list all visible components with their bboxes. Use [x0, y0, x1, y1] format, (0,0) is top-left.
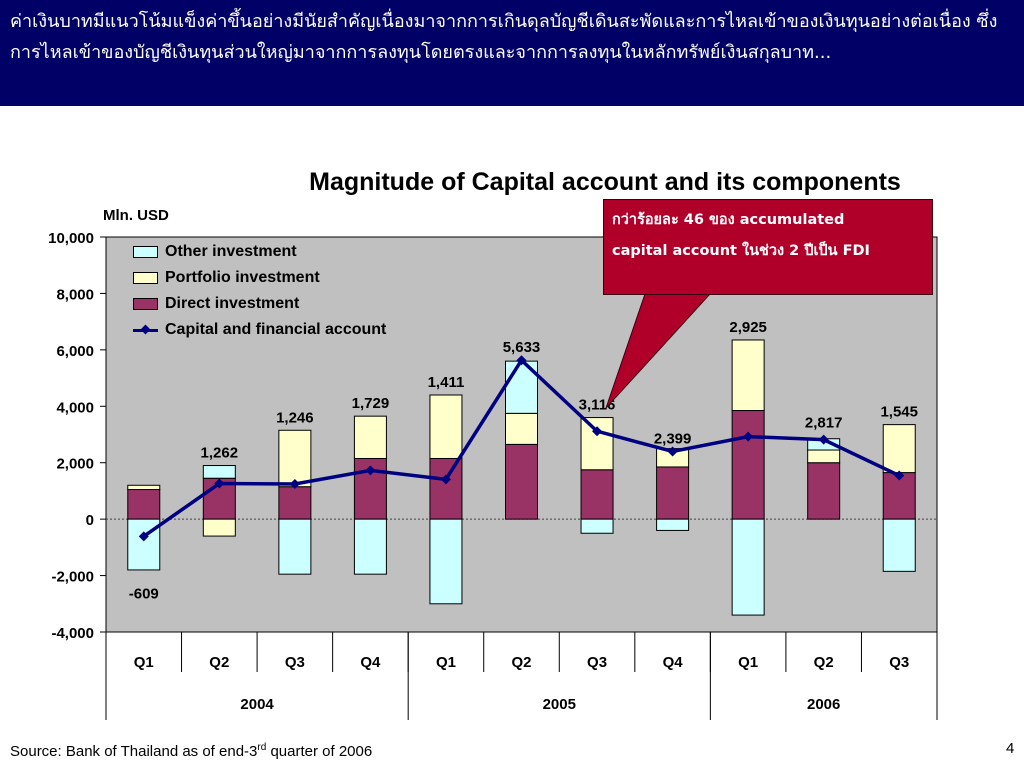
capital-account-point [592, 426, 603, 437]
bar-segment-direct-investment [580, 469, 614, 520]
capital-account-point [818, 434, 829, 445]
source-text: Source: Bank of Thailand as of end-3 [10, 743, 258, 760]
legend-swatch-portfolio [133, 272, 158, 284]
capital-account-point [289, 478, 300, 489]
bar-segment-portfolio-investment [731, 339, 765, 412]
capital-account-point [894, 470, 905, 481]
x-tick-label: Q4 [360, 654, 381, 671]
bar-segment-other-investment [580, 518, 614, 534]
legend-line-marker [133, 323, 158, 337]
bar-segment-other-investment [429, 518, 463, 605]
year-label: 2005 [543, 696, 576, 713]
y-tick-label: -2,000 [51, 569, 94, 586]
x-tick-label: Q3 [587, 654, 607, 671]
bar-segment-direct-investment [656, 466, 690, 520]
bar-segment-other-investment [202, 465, 236, 479]
source-text-suffix: quarter of 2006 [266, 743, 373, 760]
source-note: Source: Bank of Thailand as of end-3rd q… [10, 742, 372, 760]
chart-legend: Other investment Portfolio investment Di… [133, 239, 386, 343]
bar-segment-portfolio-investment [353, 415, 387, 459]
x-tick-label: Q3 [889, 654, 909, 671]
bar-segment-direct-investment [807, 462, 841, 520]
bar-segment-portfolio-investment [505, 412, 538, 445]
bar-segment-other-investment [656, 518, 690, 531]
chart-title: Magnitude of Capital account and its com… [309, 168, 901, 196]
bar-segment-other-investment [731, 518, 765, 616]
legend-label-portfolio: Portfolio investment [165, 269, 320, 286]
data-label: 1,262 [201, 445, 239, 462]
callout-line-2: capital account ในช่วง 2 ปีเป็น FDI [612, 243, 870, 259]
x-tick-label: Q4 [663, 654, 684, 671]
legend-label-direct: Direct investment [165, 295, 300, 312]
bar-segment-other-investment [882, 518, 916, 572]
data-label: -609 [129, 585, 159, 602]
capital-account-point [743, 431, 754, 442]
data-label: 1,729 [352, 395, 390, 412]
source-superscript: rd [257, 742, 267, 753]
capital-account-point [138, 531, 149, 542]
legend-label-other: Other investment [165, 243, 297, 260]
y-tick-label: 8,000 [56, 286, 94, 303]
x-tick-label: Q2 [814, 654, 834, 671]
bar-segment-direct-investment [505, 443, 538, 520]
x-tick-label: Q1 [738, 654, 758, 671]
x-tick-label: Q1 [134, 654, 154, 671]
data-label: 2,399 [654, 430, 692, 447]
data-label: 5,633 [503, 339, 541, 356]
y-tick-label: -4,000 [51, 625, 94, 642]
y-tick-label: 0 [86, 512, 94, 529]
x-tick-label: Q2 [511, 654, 531, 671]
data-label: 1,411 [428, 374, 465, 391]
fdi-callout-box: กว่าร้อยละ 46 ของ accumulated capital ac… [603, 199, 933, 295]
bar-segment-other-investment [353, 518, 387, 575]
year-label: 2006 [807, 696, 840, 713]
x-tick-label: Q2 [209, 654, 229, 671]
data-label: 2,925 [729, 319, 767, 336]
y-tick-label: 2,000 [56, 456, 94, 473]
bar-segment-other-investment [278, 518, 312, 575]
legend-swatch-direct [133, 298, 158, 310]
legend-swatch-other [133, 246, 158, 258]
legend-label-capital: Capital and financial account [165, 321, 387, 338]
y-tick-label: 6,000 [56, 343, 94, 360]
page-number: 4 [1006, 740, 1015, 757]
bar-segment-portfolio-investment [882, 424, 916, 474]
x-tick-label: Q1 [436, 654, 456, 671]
data-label: 2,817 [805, 415, 843, 432]
bar-segment-direct-investment [731, 410, 765, 520]
legend-item-direct-investment: Direct investment [133, 291, 386, 317]
y-tick-label: 10,000 [48, 230, 94, 247]
y-axis-unit-label: Mln. USD [103, 207, 169, 224]
x-tick-label: Q3 [285, 654, 305, 671]
bar-segment-portfolio-investment [429, 394, 463, 459]
data-label: 3,116 [579, 397, 616, 414]
bar-segment-portfolio-investment [202, 518, 236, 537]
legend-item-other-investment: Other investment [133, 239, 386, 265]
bar-segment-portfolio-investment [127, 484, 161, 491]
capital-account-point [667, 446, 678, 457]
capital-account-point [365, 465, 376, 476]
legend-item-portfolio-investment: Portfolio investment [133, 265, 386, 291]
bar-segment-direct-investment [127, 489, 161, 520]
capital-account-point [440, 474, 451, 485]
capital-account-point [214, 478, 225, 489]
legend-item-capital-account: Capital and financial account [133, 317, 386, 343]
y-tick-label: 4,000 [56, 399, 94, 416]
header-banner: ค่าเงินบาทมีแนวโน้มแข็งค่าขึ้นอย่างมีนัย… [0, 0, 1024, 106]
header-text: ค่าเงินบาทมีแนวโน้มแข็งค่าขึ้นอย่างมีนัย… [10, 11, 998, 63]
capital-account-point [516, 355, 527, 366]
data-label: 1,545 [880, 404, 918, 421]
year-label: 2004 [240, 696, 274, 713]
bar-segment-direct-investment [429, 457, 463, 520]
data-label: 1,246 [276, 409, 314, 426]
bar-segment-direct-investment [353, 457, 387, 520]
callout-line-1: กว่าร้อยละ 46 ของ accumulated [612, 212, 845, 228]
